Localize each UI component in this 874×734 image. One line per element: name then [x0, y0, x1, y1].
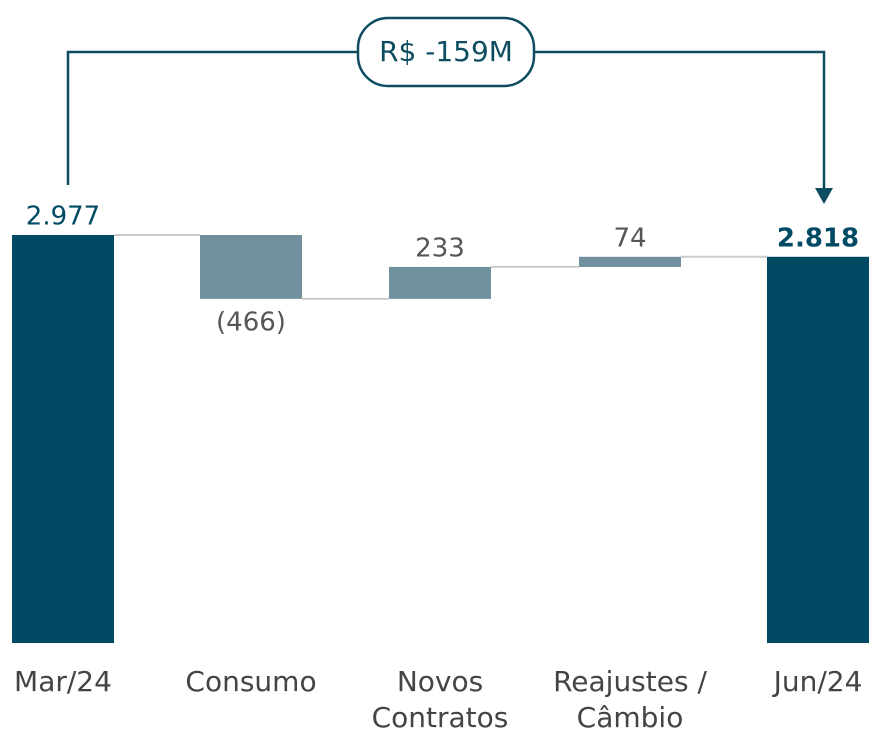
- bar: [200, 235, 302, 299]
- x-tick-label: Consumo: [185, 665, 317, 698]
- bar: [579, 256, 681, 267]
- x-tick-label: Jun/24: [773, 665, 863, 698]
- value-label: 2.818: [777, 223, 859, 253]
- bar: [12, 235, 114, 643]
- value-label: (466): [216, 307, 286, 337]
- bracket: [66, 50, 826, 190]
- arrow-head: [815, 188, 833, 204]
- bar: [767, 256, 869, 643]
- value-label: 233: [415, 233, 465, 263]
- annotation: R$ -159M: [379, 35, 513, 68]
- annotation-box: [356, 16, 536, 88]
- x-tick-label: Mar/24: [14, 665, 112, 698]
- x-tick-label: Reajustes / Câmbio: [553, 665, 707, 734]
- bar: [389, 266, 491, 299]
- value-label: 74: [613, 223, 646, 253]
- x-tick-label: Novos Contratos: [371, 665, 509, 734]
- value-label: 2.977: [26, 202, 100, 232]
